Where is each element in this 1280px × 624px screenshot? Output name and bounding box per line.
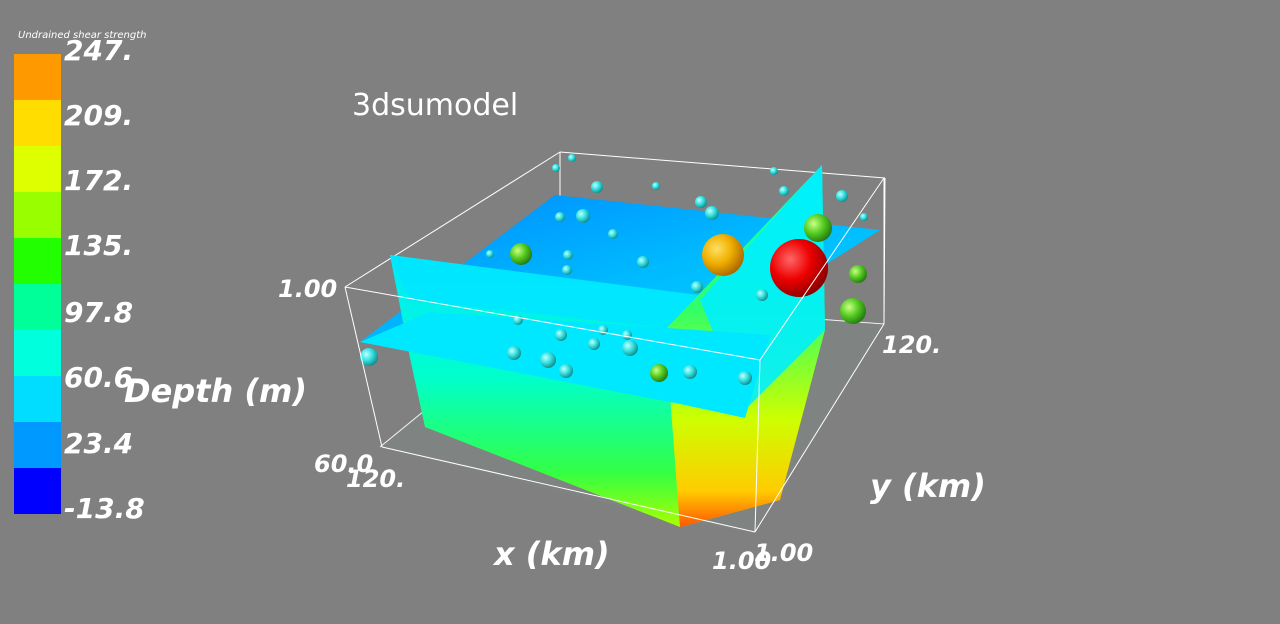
colorbar-tick-label: -13.8 bbox=[64, 492, 145, 525]
sphere-cyan-28 bbox=[559, 364, 573, 378]
colorbar-swatch-3 bbox=[14, 146, 61, 192]
sphere-green-5 bbox=[849, 265, 867, 283]
colorbar-tick-label: 209. bbox=[64, 99, 134, 132]
sphere-cyan-31 bbox=[360, 348, 378, 366]
colorbar-tick-label: 172. bbox=[64, 164, 134, 197]
colorbar bbox=[14, 54, 61, 514]
borehole-spheres bbox=[360, 154, 868, 385]
sphere-cyan-10 bbox=[576, 209, 590, 223]
sphere-cyan-6 bbox=[770, 167, 778, 175]
bounding-box-front bbox=[344, 177, 885, 533]
sphere-cyan-15 bbox=[486, 250, 494, 258]
x-tick-right: 1.00 bbox=[712, 547, 772, 575]
colorbar-swatch-1 bbox=[14, 54, 61, 100]
sphere-cyan-13 bbox=[637, 256, 649, 268]
colorbar-swatch-9 bbox=[14, 422, 61, 468]
sphere-cyan-18 bbox=[756, 289, 768, 301]
sphere-cyan-19 bbox=[860, 213, 868, 221]
y-axis-label: y (km) bbox=[870, 467, 986, 505]
sphere-cyan-30 bbox=[738, 371, 752, 385]
sphere-green-1 bbox=[804, 214, 832, 242]
depth-axis-label: Depth (m) bbox=[124, 372, 307, 410]
colorbar-title: Undrained shear strength bbox=[18, 30, 147, 41]
colorbar-swatch-8 bbox=[14, 376, 61, 422]
sphere-cyan-21 bbox=[555, 329, 567, 341]
depth-tick-bottom: 60.0 bbox=[314, 450, 374, 478]
sphere-green-3 bbox=[510, 243, 532, 265]
colorbar-tick-label: 23.4 bbox=[64, 427, 134, 460]
colorbar-swatch-2 bbox=[14, 100, 61, 146]
sphere-cyan-11 bbox=[555, 212, 565, 222]
sphere-cyan-23 bbox=[588, 338, 600, 350]
sphere-cyan-24 bbox=[622, 330, 632, 340]
sphere-cyan-26 bbox=[507, 346, 521, 360]
sphere-cyan-1 bbox=[552, 164, 560, 172]
sphere-cyan-2 bbox=[568, 154, 576, 162]
x-tick-left: 120. bbox=[346, 465, 406, 493]
sphere-cyan-4 bbox=[652, 182, 660, 190]
sphere-cyan-14 bbox=[563, 250, 573, 260]
colorbar-swatch-4 bbox=[14, 192, 61, 238]
sphere-cyan-3 bbox=[591, 181, 603, 193]
x-axis-label: x (km) bbox=[494, 535, 610, 573]
y-tick-bottom: 1.00 bbox=[754, 539, 814, 567]
colorbar-swatch-10 bbox=[14, 468, 61, 514]
sphere-cyan-9 bbox=[705, 206, 719, 220]
colorbar-tick-label: 247. bbox=[64, 34, 134, 67]
colorbar-swatch-7 bbox=[14, 330, 61, 376]
y-tick-top: 120. bbox=[882, 331, 942, 359]
colorbar-swatch-6 bbox=[14, 284, 61, 330]
sphere-cyan-12 bbox=[608, 229, 618, 239]
sphere-green-4 bbox=[650, 364, 668, 382]
sphere-orange bbox=[702, 234, 744, 276]
sphere-cyan-16 bbox=[562, 265, 572, 275]
depth-tick-top: 1.00 bbox=[278, 275, 338, 303]
sphere-red bbox=[770, 239, 828, 297]
sphere-cyan-25 bbox=[622, 340, 638, 356]
sphere-cyan-8 bbox=[779, 186, 789, 196]
sphere-cyan-27 bbox=[540, 352, 556, 368]
colorbar-tick-label: 97.8 bbox=[64, 296, 134, 329]
sphere-green-2 bbox=[840, 298, 866, 324]
sphere-cyan-5 bbox=[695, 196, 707, 208]
model-title: 3dsumodel bbox=[352, 88, 519, 123]
sphere-cyan-7 bbox=[836, 190, 848, 202]
sphere-cyan-29 bbox=[683, 365, 697, 379]
colorbar-tick-label: 135. bbox=[64, 229, 134, 262]
colorbar-swatch-5 bbox=[14, 238, 61, 284]
sphere-cyan-17 bbox=[691, 281, 703, 293]
colorbar-tick-label: 60.6 bbox=[64, 361, 134, 394]
